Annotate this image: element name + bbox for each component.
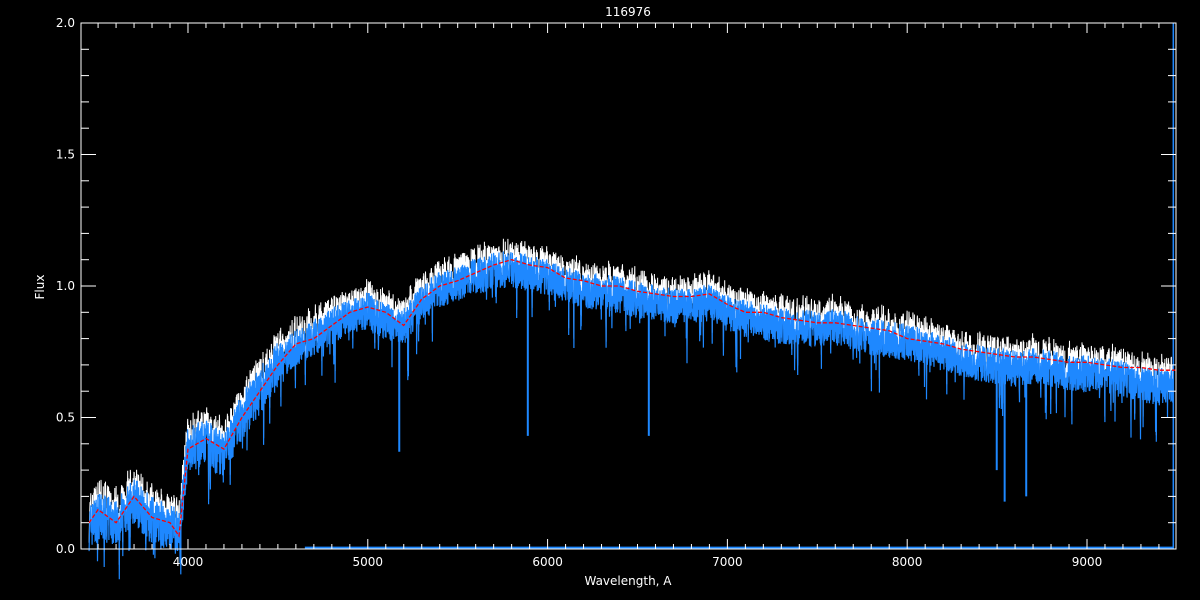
x-tick-label: 7000 xyxy=(712,555,743,569)
y-tick-label: 1.5 xyxy=(56,148,75,162)
x-tick-label: 5000 xyxy=(353,555,384,569)
chart-title: 116976 xyxy=(605,5,651,19)
y-tick-label: 0.5 xyxy=(56,411,75,425)
model-flux-line xyxy=(88,259,1176,538)
observed-flux-line xyxy=(88,251,1174,580)
x-axis-label: Wavelength, A xyxy=(584,574,672,588)
y-tick-label: 2.0 xyxy=(56,16,75,30)
x-tick-label: 9000 xyxy=(1072,555,1103,569)
x-tick-label: 6000 xyxy=(532,555,563,569)
y-tick-label: 1.0 xyxy=(56,279,75,293)
x-tick-label: 4000 xyxy=(173,555,204,569)
x-tick-label: 8000 xyxy=(892,555,923,569)
y-axis-label: Flux xyxy=(33,275,47,300)
y-tick-label: 0.0 xyxy=(56,542,75,556)
